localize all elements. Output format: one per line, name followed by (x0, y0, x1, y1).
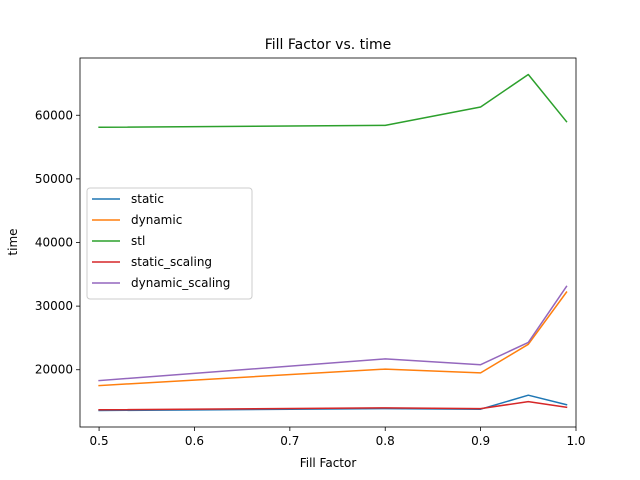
x-tick-label: 0.5 (90, 434, 109, 448)
legend-label-static: static (131, 192, 164, 206)
x-tick-label: 0.7 (280, 434, 299, 448)
x-tick-label: 1.0 (566, 434, 585, 448)
chart-title: Fill Factor vs. time (265, 37, 392, 53)
axes-layer: 0.5 0.6 0.7 0.8 0.9 1.0 20000 30000 40000 50000 60… (35, 57, 586, 448)
legend-label-static-scaling: static_scaling (131, 255, 212, 269)
y-tick-label: 60000 (35, 108, 73, 122)
series-line-stl (98, 73, 568, 129)
series-layer (98, 73, 568, 412)
y-tick-label: 30000 (35, 299, 73, 313)
x-tick-label: 0.9 (471, 434, 490, 448)
legend-label-stl: stl (131, 234, 145, 248)
legend-label-dynamic: dynamic (131, 213, 182, 227)
series-line-static-scaling (98, 400, 568, 411)
y-tick-label: 50000 (35, 172, 73, 186)
legend-label-dynamic-scaling: dynamic_scaling (131, 276, 230, 290)
y-tick-label: 40000 (35, 236, 73, 250)
legend: static dynamic stl static_scaling dynamic_sc… (86, 187, 253, 300)
legend-box (86, 187, 253, 300)
y-tick-label: 20000 (35, 363, 73, 377)
x-tick-label: 0.8 (376, 434, 395, 448)
series-line-dynamic (98, 291, 568, 387)
x-tick-label: 0.6 (185, 434, 204, 448)
series-line-dynamic-scaling (98, 285, 568, 382)
y-axis-label: time (6, 228, 20, 255)
x-axis-label: Fill Factor (300, 456, 357, 470)
